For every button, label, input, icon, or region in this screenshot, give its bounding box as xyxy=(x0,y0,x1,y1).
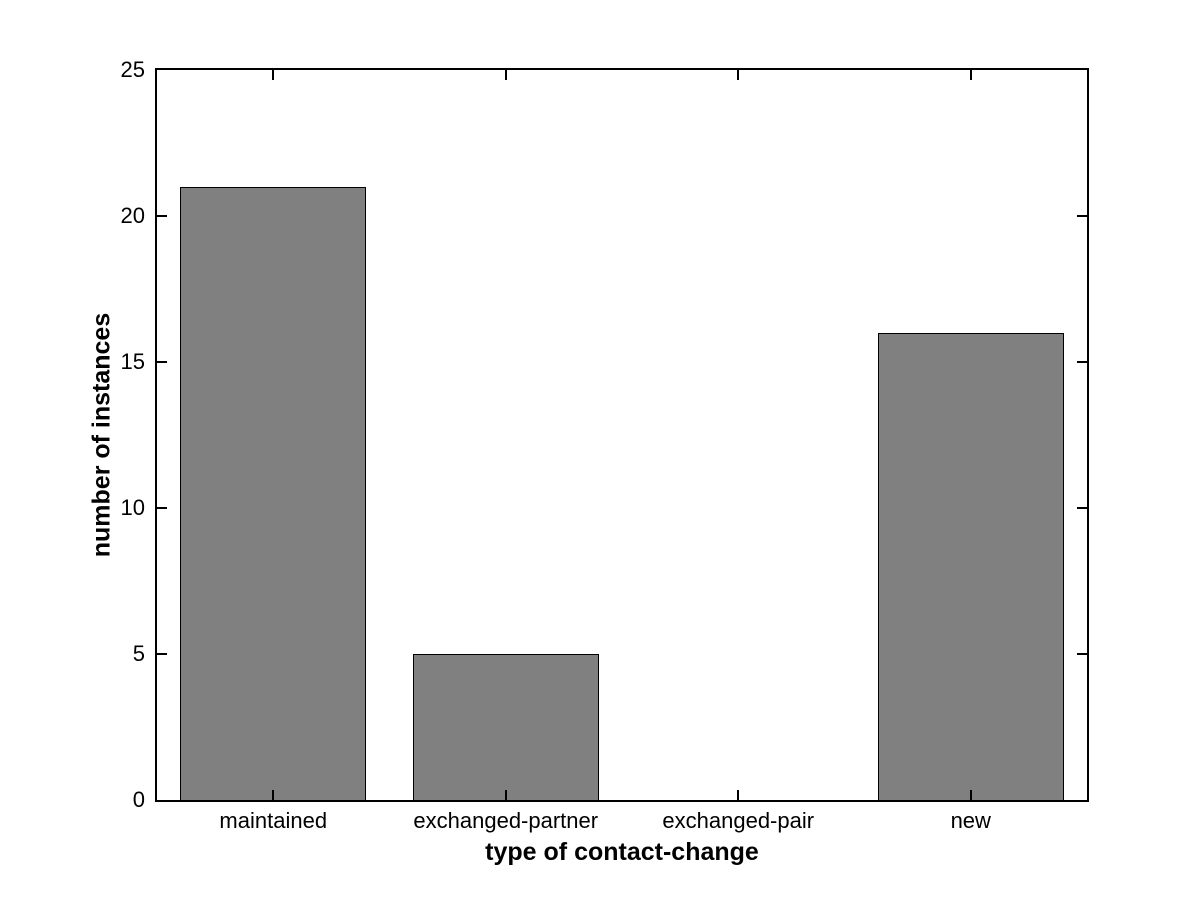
y-tick-label: 20 xyxy=(120,203,145,228)
x-axis-label: type of contact-change xyxy=(485,838,759,866)
x-tick-label: maintained xyxy=(219,808,328,833)
y-tick-label: 10 xyxy=(120,495,145,520)
bar-maintained xyxy=(180,186,367,800)
y-tick-mark xyxy=(1077,507,1087,509)
bar-new xyxy=(877,332,1064,800)
y-tick-label: 0 xyxy=(132,787,145,812)
x-tick-label: new xyxy=(950,808,991,833)
x-tick-mark xyxy=(737,790,740,800)
x-tick-label: exchanged-pair xyxy=(662,808,815,833)
y-tick-mark xyxy=(157,653,167,655)
y-tick-label: 25 xyxy=(120,57,145,82)
plot-area xyxy=(155,68,1089,802)
x-tick-label: exchanged-partner xyxy=(413,808,599,833)
y-tick-mark xyxy=(157,507,167,509)
y-tick-mark xyxy=(1077,361,1087,363)
x-tick-mark xyxy=(504,70,507,80)
bar-exchanged-partner xyxy=(412,654,599,800)
x-tick-mark xyxy=(272,70,275,80)
x-tick-mark xyxy=(969,70,972,80)
y-tick-mark xyxy=(157,361,167,363)
x-tick-mark xyxy=(737,70,740,80)
y-tick-label: 5 xyxy=(132,641,145,666)
x-tick-mark xyxy=(969,790,972,800)
y-tick-label: 15 xyxy=(120,349,145,374)
y-tick-mark xyxy=(157,215,167,217)
x-tick-mark xyxy=(272,790,275,800)
y-tick-mark xyxy=(1077,653,1087,655)
y-axis-label: number of instances xyxy=(87,312,116,558)
x-tick-mark xyxy=(504,790,507,800)
y-tick-mark xyxy=(1077,215,1087,217)
